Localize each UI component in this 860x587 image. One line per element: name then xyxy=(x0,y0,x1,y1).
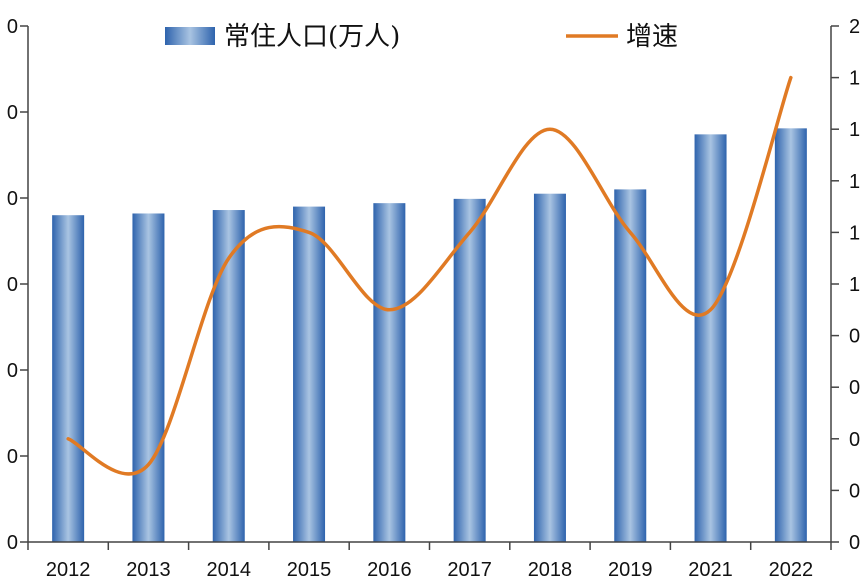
right-tick-label: 0 xyxy=(849,377,860,399)
bar-2012 xyxy=(52,215,85,542)
x-axis-ticks: 2012 2013 2014 2015 2016 2017 2018 2019 2021 2022 xyxy=(27,542,832,581)
legend-line-label: 增速 xyxy=(626,22,678,52)
x-tick-label-2021: 2021 xyxy=(688,559,733,581)
bar-2021 xyxy=(694,134,727,543)
bar-2017 xyxy=(453,198,486,543)
right-tick-label: 1 xyxy=(849,222,860,244)
left-tick-label: 0 xyxy=(7,532,18,554)
x-tick-label-2015: 2015 xyxy=(287,559,332,581)
x-tick-label-2019: 2019 xyxy=(608,559,653,581)
legend-bar-swatch xyxy=(165,27,215,45)
left-tick-label: 0 xyxy=(7,102,18,124)
line-series xyxy=(66,75,793,476)
left-tick-label: 0 xyxy=(7,16,18,38)
right-tick-label: 0 xyxy=(849,326,860,348)
x-tick-label-2022: 2022 xyxy=(769,559,814,581)
right-tick-label: 2 xyxy=(849,16,860,38)
right-tick-label: 1 xyxy=(849,274,860,296)
x-tick-label-2016: 2016 xyxy=(367,559,412,581)
x-tick-label-2017: 2017 xyxy=(447,559,492,581)
left-tick-label: 0 xyxy=(7,360,18,382)
left-tick-label: 0 xyxy=(7,446,18,468)
growth-rate-line xyxy=(66,75,793,476)
left-axis-ticks: 0 0 0 0 0 0 0 xyxy=(7,16,28,554)
legend: 常住人口(万人) 增速 xyxy=(165,22,678,52)
x-tick-label-2018: 2018 xyxy=(528,559,573,581)
bar-series xyxy=(52,128,807,543)
left-tick-label: 0 xyxy=(7,274,18,296)
bar-2014 xyxy=(212,210,245,543)
legend-bar-label: 常住人口(万人) xyxy=(224,22,400,52)
left-tick-label: 0 xyxy=(7,188,18,210)
right-axis-ticks: 0 0 0 0 0 1 1 1 1 1 2 xyxy=(831,16,860,554)
bar-2019 xyxy=(614,189,647,542)
x-tick-label-2012: 2012 xyxy=(46,559,91,581)
bar-2022 xyxy=(774,128,807,542)
right-tick-label: 0 xyxy=(849,480,860,502)
right-tick-label: 0 xyxy=(849,429,860,451)
x-tick-label-2014: 2014 xyxy=(207,559,252,581)
bar-2013 xyxy=(132,213,165,543)
x-tick-label-2013: 2013 xyxy=(126,559,171,581)
right-tick-label: 1 xyxy=(849,119,860,141)
bar-2018 xyxy=(533,193,566,542)
right-tick-label: 1 xyxy=(849,68,860,90)
right-tick-label: 0 xyxy=(849,532,860,554)
bar-2015 xyxy=(293,206,326,542)
right-tick-label: 1 xyxy=(849,171,860,193)
bar-2016 xyxy=(373,203,406,542)
